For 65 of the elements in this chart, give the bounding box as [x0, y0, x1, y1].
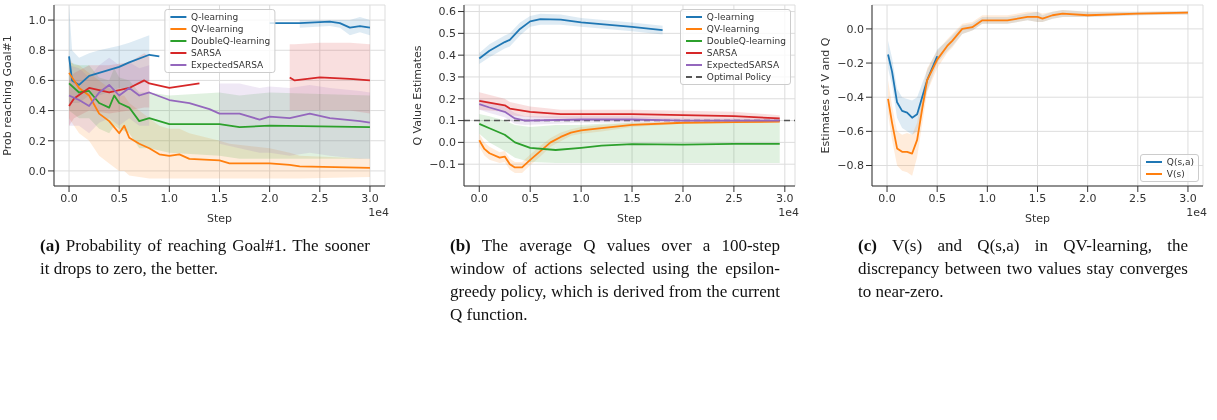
text: 1e4 [368, 206, 389, 219]
x-axis-title: Step [206, 212, 233, 225]
x-tick-label: 1.5 [1028, 191, 1047, 205]
y-tick-label: 0.5 [438, 27, 456, 41]
y-tick-label: −0.4 [837, 91, 864, 105]
x-tick-label: 1.5 [623, 191, 641, 205]
x-tick-label: 2.5 [1129, 191, 1147, 205]
legend-label: SARSA [190, 47, 222, 59]
x-tick-label: 0.5 [110, 191, 128, 205]
legend-label: Q(s,a) [1166, 156, 1194, 168]
y-tick-label: −0.8 [837, 159, 864, 173]
x-tick-label: 0.0 [60, 191, 78, 205]
text: 1e4 [778, 206, 799, 219]
y-tick-label: 0.1 [438, 114, 456, 128]
y-tick-label: 0.4 [28, 104, 46, 118]
legend-label: Q-learning [190, 11, 239, 23]
y-tick-label: 0.2 [28, 134, 46, 148]
y-axis-title: Estimates of V and Q [819, 37, 832, 154]
y-axis-title: Q Value Estimates [411, 45, 424, 146]
x-tick-label: 0.0 [470, 191, 489, 205]
y-tick-label: 0.8 [28, 44, 46, 58]
y-tick-label: 0.0 [846, 22, 864, 36]
legend-label: DoubleQ-learning [706, 35, 786, 47]
legend-label: Q-learning [706, 11, 755, 23]
y-tick-label: 0.6 [28, 74, 46, 88]
y-tick-label: 0.0 [28, 164, 46, 178]
y-tick-label: 0.2 [438, 92, 456, 106]
x-axis-title: Step [1024, 212, 1051, 225]
legend-label: QV-learning [190, 23, 244, 35]
text: (c) V(s) and Q(s,a) in QV-learning, the discrepancy between two values stay converges to near-zero. [858, 235, 1188, 303]
legend-label: SARSA [706, 47, 738, 59]
y-tick-label: −0.2 [837, 56, 864, 70]
y-tick-label: −0.1 [429, 158, 456, 172]
legend-label: DoubleQ-learning [190, 35, 271, 47]
x-tick-label: 2.0 [1078, 191, 1097, 205]
x-tick-label: 0.5 [928, 191, 946, 205]
y-tick-label: −0.6 [837, 125, 864, 139]
legend-label: QV-learning [706, 23, 760, 35]
x-tick-label: 1.0 [160, 191, 179, 205]
x-tick-label: 2.0 [260, 191, 279, 205]
x-tick-label: 3.0 [776, 191, 794, 205]
legend-label: Optimal Policy [706, 71, 772, 83]
legend-label: ExpectedSARSA [190, 59, 264, 71]
x-tick-label: 0.0 [878, 191, 896, 205]
x-tick-label: 3.0 [361, 191, 379, 205]
text: (a) Probability of reaching Goal#1. The sooner it drops to zero, the better. [40, 235, 370, 280]
y-tick-label: 0.6 [438, 5, 456, 19]
x-tick-label: 2.5 [311, 191, 329, 205]
x-tick-label: 2.0 [674, 191, 692, 205]
x-tick-label: 1.0 [572, 191, 590, 205]
x-tick-label: 1.0 [978, 191, 997, 205]
text: 1e4 [1186, 206, 1207, 219]
x-tick-label: 1.5 [210, 191, 229, 205]
y-axis-title: Prob reaching Goal#1 [1, 35, 14, 156]
text: (b) The average Q values over a 100-step window of actions selected using the epsilon-greedy policy, which is derived from the current Q function. [450, 235, 780, 326]
y-tick-label: 0.0 [438, 136, 456, 150]
x-tick-label: 3.0 [1179, 191, 1197, 205]
y-tick-label: 0.4 [438, 49, 456, 63]
x-tick-label: 2.5 [725, 191, 743, 205]
x-tick-label: 0.5 [521, 191, 539, 205]
y-tick-label: 1.0 [28, 13, 46, 27]
legend-label: V(s) [1166, 168, 1185, 180]
y-tick-label: 0.3 [438, 70, 456, 84]
legend-label: ExpectedSARSA [706, 59, 780, 71]
x-axis-title: Step [616, 212, 643, 225]
